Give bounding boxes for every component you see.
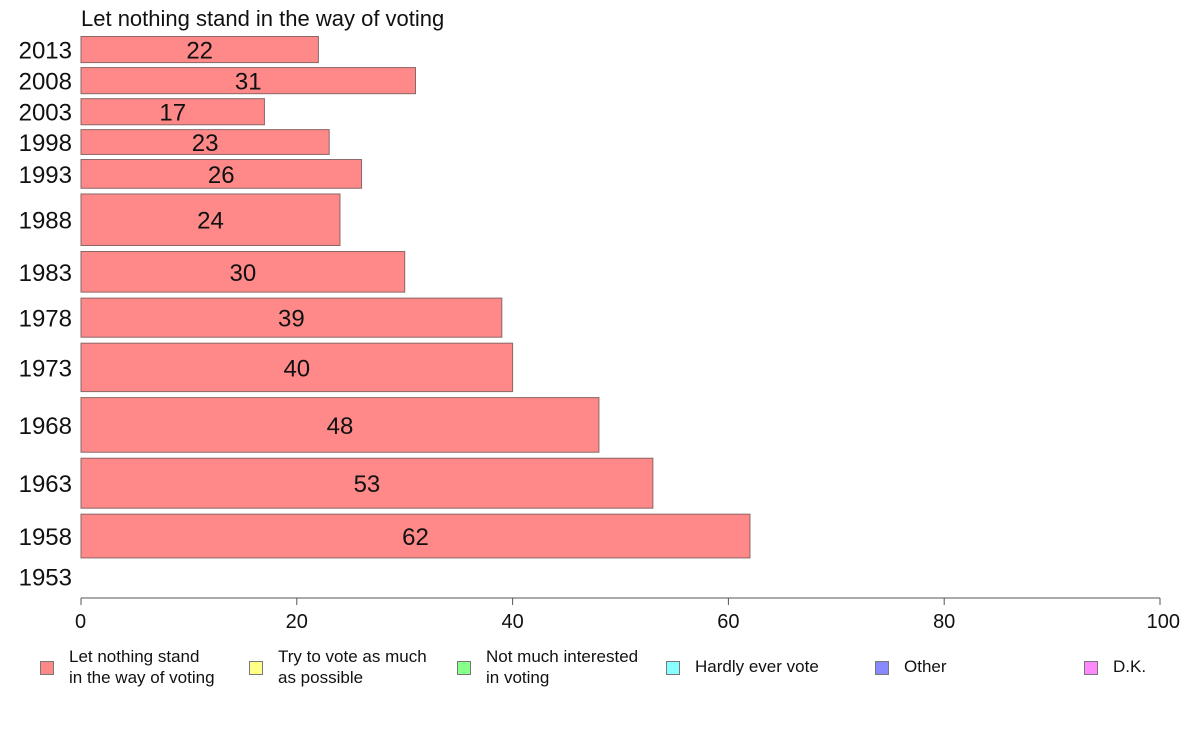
- bar-1988: [80, 193, 341, 246]
- bar-chart: Let nothing stand in the way of voting 2…: [19, 6, 1180, 633]
- data-label-1983: 30: [229, 260, 256, 287]
- x-tick-label-60: 60: [717, 611, 739, 633]
- bar-1998: [80, 129, 330, 155]
- bar-1963: [80, 457, 654, 509]
- data-label-2008: 31: [235, 69, 262, 96]
- data-label-2013: 22: [186, 38, 213, 65]
- legend-label: D.K.: [1113, 657, 1147, 676]
- data-label-1993: 26: [208, 162, 235, 189]
- data-label-1963: 53: [354, 471, 381, 498]
- bar-1993: [80, 159, 363, 189]
- bar-2013: [80, 35, 319, 64]
- bar-1978: [80, 297, 503, 338]
- x-tick-label-20: 20: [286, 611, 308, 633]
- legend-item-let-nothing-stand: Let nothing stand in the way of voting: [40, 646, 215, 688]
- legend-swatch: [1084, 661, 1098, 675]
- x-tick-label-80: 80: [933, 611, 955, 633]
- x-tick-label-100: 100: [1147, 611, 1180, 633]
- legend-swatch: [249, 661, 263, 675]
- category-label-2003: 2003: [19, 100, 72, 127]
- legend-label: Try to vote as much as possible: [278, 647, 427, 687]
- category-label-1983: 1983: [19, 260, 72, 287]
- category-label-1998: 1998: [19, 130, 72, 157]
- legend: Let nothing stand in the way of voting T…: [0, 646, 1188, 706]
- data-label-1973: 40: [283, 355, 310, 382]
- category-label-1968: 1968: [19, 413, 72, 440]
- bar-1973: [80, 342, 514, 393]
- category-label-1953: 1953: [19, 564, 72, 591]
- bar-1968: [80, 397, 600, 453]
- bar-1983: [80, 250, 406, 293]
- x-tick-label-40: 40: [501, 611, 523, 633]
- bar-2008: [80, 67, 416, 95]
- legend-swatch: [40, 661, 54, 675]
- legend-item-not-much-interested: Not much interested in voting: [457, 646, 638, 688]
- x-axis: 0 20 40 60 80 100: [75, 597, 1180, 633]
- legend-swatch: [875, 661, 889, 675]
- legend-label: Not much interested in voting: [486, 647, 639, 687]
- x-tick-label-0: 0: [75, 611, 86, 633]
- data-label-1998: 23: [192, 130, 219, 157]
- category-labels: 2013 2008 2003 1998 1993 1988 1983 1978 1973 1968…: [19, 38, 72, 592]
- legend-label: Hardly ever vote: [695, 657, 819, 676]
- data-label-1958: 62: [402, 524, 429, 551]
- category-label-1958: 1958: [19, 524, 72, 551]
- category-label-1973: 1973: [19, 355, 72, 382]
- category-label-1988: 1988: [19, 208, 72, 235]
- chart-title: Let nothing stand in the way of voting: [81, 6, 444, 31]
- legend-item-hardly-ever-vote: Hardly ever vote: [666, 656, 819, 677]
- data-label-1988: 24: [197, 208, 224, 235]
- legend-swatch: [457, 661, 471, 675]
- data-label-1978: 39: [278, 306, 305, 333]
- category-label-1993: 1993: [19, 162, 72, 189]
- legend-item-try-to-vote: Try to vote as much as possible: [249, 646, 427, 688]
- bar-1958: [80, 513, 751, 559]
- category-label-1978: 1978: [19, 306, 72, 333]
- legend-item-other: Other: [875, 656, 947, 677]
- category-label-2013: 2013: [19, 38, 72, 65]
- data-label-2003: 17: [159, 100, 186, 127]
- category-label-1963: 1963: [19, 471, 72, 498]
- legend-item-dk: D.K.: [1084, 656, 1146, 677]
- legend-label: Other: [904, 657, 947, 676]
- data-label-1968: 48: [327, 413, 354, 440]
- category-label-2008: 2008: [19, 69, 72, 96]
- legend-label: Let nothing stand in the way of voting: [69, 647, 215, 687]
- bar-2003: [80, 98, 265, 126]
- legend-swatch: [666, 661, 680, 675]
